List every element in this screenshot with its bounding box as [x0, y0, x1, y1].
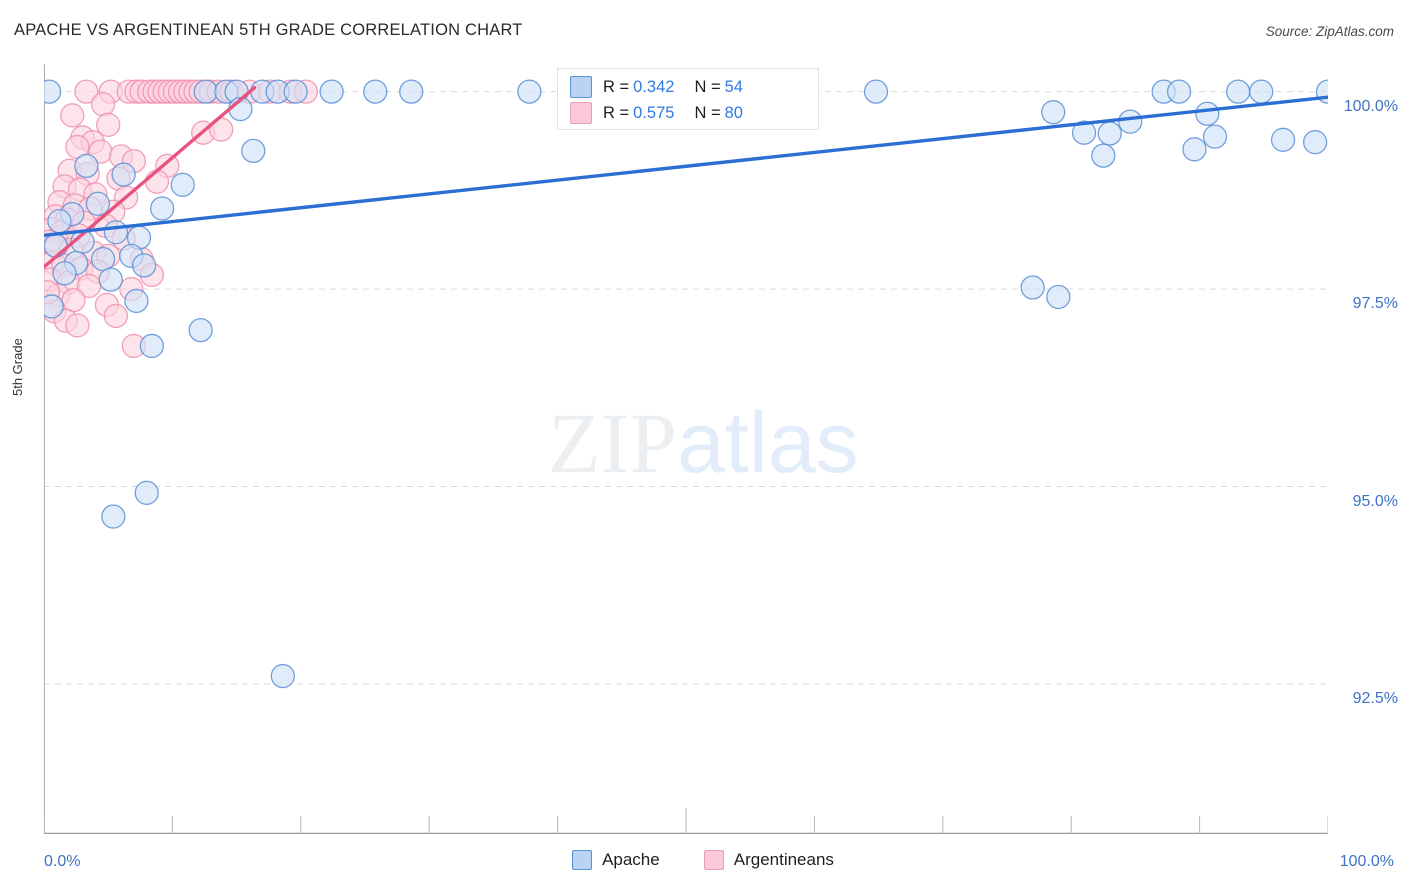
- n-value-apache: 54: [724, 77, 743, 96]
- stats-legend-row-apache: R = 0.342 N = 54: [570, 74, 743, 100]
- data-point: [96, 112, 121, 137]
- data-point: [1118, 109, 1143, 134]
- r-value-argentineans: 0.575: [633, 103, 675, 122]
- n-label-apache: N =: [694, 77, 721, 96]
- x-tick-label-min: 0.0%: [44, 853, 81, 870]
- y-tick-label-2: 95.0%: [1352, 492, 1398, 510]
- data-point: [149, 196, 175, 221]
- data-point: [1097, 121, 1122, 146]
- legend-swatch-apache: [570, 76, 592, 98]
- series-points-argentineans: [44, 79, 319, 359]
- data-point: [44, 233, 68, 258]
- series-swatch-argentineans: [703, 850, 724, 870]
- data-point: [1270, 127, 1296, 152]
- data-point: [1225, 79, 1251, 104]
- data-point: [1091, 143, 1116, 168]
- r-label-apache: R =: [603, 77, 630, 96]
- r-label-argentineans: R =: [603, 103, 630, 122]
- data-point: [863, 79, 889, 104]
- data-point: [1249, 79, 1274, 104]
- n-label-argentineans: N =: [694, 103, 721, 122]
- data-point: [241, 138, 266, 164]
- data-point: [1020, 275, 1045, 300]
- data-point: [90, 92, 116, 117]
- data-point: [1182, 137, 1207, 162]
- data-point: [1041, 100, 1066, 125]
- data-point: [101, 504, 126, 529]
- data-point: [98, 267, 123, 292]
- data-point: [144, 169, 170, 194]
- y-axis-label: 5th Grade: [10, 338, 25, 396]
- data-point: [1303, 130, 1328, 155]
- data-point: [52, 261, 77, 286]
- data-point: [1046, 284, 1071, 310]
- page-title: APACHE VS ARGENTINEAN 5TH GRADE CORRELAT…: [14, 21, 523, 39]
- data-point: [139, 333, 165, 359]
- data-point: [170, 172, 195, 197]
- data-point: [134, 480, 159, 505]
- data-point: [74, 79, 99, 104]
- data-point: [74, 153, 99, 179]
- trendline-argentineans: [44, 85, 257, 269]
- data-point: [1202, 124, 1228, 149]
- series-swatch-apache: [572, 850, 593, 870]
- data-point: [363, 79, 388, 104]
- trendline-apache: [44, 95, 1328, 238]
- data-point: [124, 288, 149, 314]
- series-legend: Apache Argentineans: [0, 850, 1406, 870]
- data-point: [193, 79, 218, 104]
- data-point: [90, 246, 116, 272]
- data-point: [60, 103, 85, 128]
- data-point: [283, 79, 308, 104]
- series-legend-item-argentineans[interactable]: Argentineans: [703, 850, 834, 870]
- data-point: [103, 220, 129, 245]
- series-legend-item-apache[interactable]: Apache: [572, 850, 660, 870]
- data-point: [188, 317, 213, 343]
- data-point: [1166, 79, 1192, 104]
- data-point: [319, 79, 344, 104]
- data-point: [399, 79, 424, 104]
- data-point: [47, 209, 72, 234]
- data-point: [44, 79, 62, 104]
- y-tick-label-1: 97.5%: [1352, 295, 1398, 313]
- data-point: [85, 191, 111, 216]
- data-point: [132, 253, 157, 278]
- data-point: [44, 294, 64, 319]
- source-label: Source: ZipAtlas.com: [1265, 24, 1394, 39]
- y-tick-label-0: 100.0%: [1343, 97, 1398, 115]
- legend-swatch-argentineans: [570, 102, 592, 124]
- plot-area: [44, 64, 1328, 834]
- data-point: [1071, 120, 1097, 145]
- series-label-apache: Apache: [602, 850, 660, 869]
- x-tick-label-max: 100.0%: [1339, 853, 1394, 870]
- data-point: [103, 303, 129, 329]
- data-point: [111, 162, 136, 187]
- scatter-svg: [44, 64, 1328, 834]
- series-points-apache: [44, 79, 1328, 689]
- data-point: [65, 313, 90, 338]
- data-point: [1195, 101, 1220, 126]
- data-point: [270, 663, 295, 689]
- r-value-apache: 0.342: [633, 77, 675, 96]
- series-label-argentineans: Argentineans: [733, 850, 834, 869]
- stats-legend-row-argentineans: R = 0.575 N = 80: [570, 100, 743, 126]
- stats-legend: R = 0.342 N = 54 R = 0.575 N = 80: [557, 68, 819, 130]
- n-value-argentineans: 80: [724, 103, 743, 122]
- y-tick-label-3: 92.5%: [1352, 689, 1398, 707]
- data-point: [517, 79, 542, 104]
